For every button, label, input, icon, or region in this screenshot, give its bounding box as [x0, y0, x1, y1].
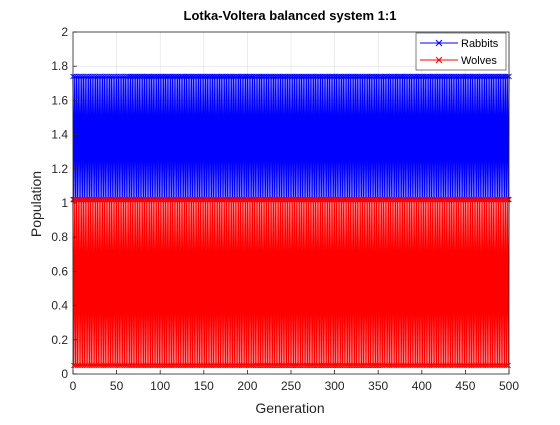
legend-marker-wolves	[435, 56, 443, 64]
x-tick-label: 200	[237, 379, 257, 393]
x-axis-label: Generation	[255, 400, 324, 416]
y-tick-label: 0.8	[51, 230, 68, 244]
data-layer	[70, 73, 512, 369]
y-axis-label: Population	[28, 171, 44, 237]
x-tick-label: 100	[150, 379, 170, 393]
y-tick-label: 1.2	[51, 162, 68, 176]
x-tick-label: 150	[194, 379, 214, 393]
legend-marker-rabbits	[435, 39, 443, 47]
y-tick-label: 1.6	[51, 93, 68, 107]
y-tick-label: 0.6	[51, 264, 68, 278]
legend-box	[415, 32, 507, 71]
x-tick-label: 50	[110, 379, 124, 393]
y-tick-label: 1.4	[51, 128, 68, 142]
legend-item-rabbits: Rabbits	[420, 38, 499, 50]
x-tick-label: 300	[325, 379, 345, 393]
x-axis-ticks: 0 50 100 150 200 250 300 350 400 450 500	[70, 370, 519, 393]
y-tick-label: 1.8	[51, 59, 68, 73]
series-rabbits	[70, 73, 512, 203]
y-tick-label: 0.4	[51, 299, 68, 313]
x-tick-label: 400	[412, 379, 432, 393]
legend: Rabbits Wolves	[415, 32, 507, 71]
y-tick-label: 1	[61, 196, 68, 210]
legend-item-wolves: Wolves	[420, 55, 497, 67]
x-tick-label: 450	[455, 379, 475, 393]
x-tick-label: 250	[281, 379, 301, 393]
y-tick-label: 0	[61, 367, 68, 381]
y-tick-label: 2	[61, 25, 68, 39]
x-tick-label: 350	[368, 379, 388, 393]
legend-label-wolves: Wolves	[461, 55, 497, 67]
y-tick-label: 0.2	[51, 333, 68, 347]
y-axis-ticks: 0 0.2 0.4 0.6 0.8 1 1.2 1.4 1.6 1.8 2	[51, 25, 77, 381]
x-tick-label: 0	[70, 379, 77, 393]
legend-label-rabbits: Rabbits	[461, 38, 499, 50]
x-tick-label: 500	[499, 379, 519, 393]
chart-title: Lotka-Voltera balanced system 1:1	[184, 8, 397, 23]
